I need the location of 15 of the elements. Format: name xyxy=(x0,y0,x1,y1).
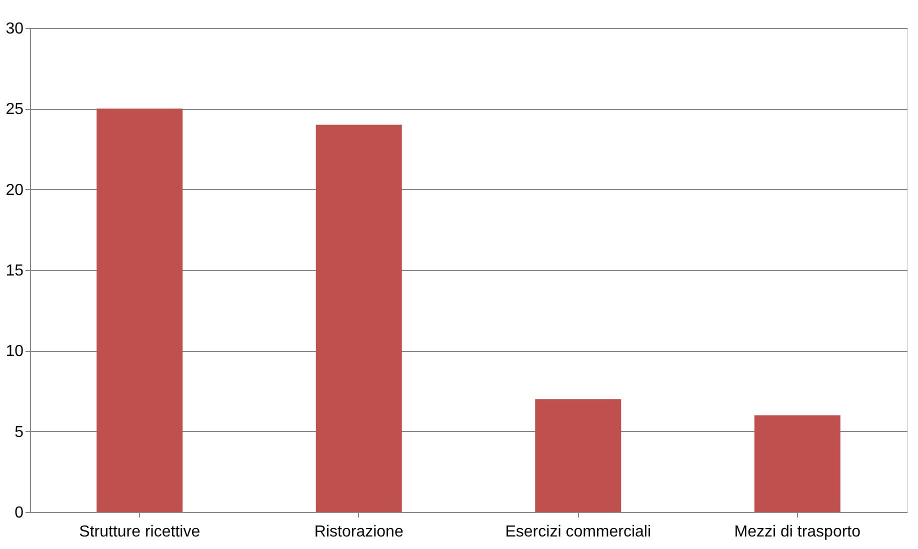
x-tick-label: Ristorazione xyxy=(314,524,404,540)
bar xyxy=(96,108,183,512)
y-tick-label: 20 xyxy=(6,182,24,199)
x-tick-label: Mezzi di trasporto xyxy=(734,524,861,540)
bar xyxy=(754,415,840,512)
y-tick-label: 0 xyxy=(14,504,24,522)
y-tick-label: 10 xyxy=(6,343,24,360)
y-tick-label: 5 xyxy=(14,424,24,441)
x-tick-label: Strutture ricettive xyxy=(79,524,200,540)
bar xyxy=(535,399,622,512)
y-tick-label: 25 xyxy=(6,101,24,118)
y-tick-label: 30 xyxy=(6,20,24,38)
x-tick-label: Esercizi commerciali xyxy=(505,524,652,540)
bar xyxy=(316,124,402,512)
y-tick-label: 15 xyxy=(6,262,24,280)
